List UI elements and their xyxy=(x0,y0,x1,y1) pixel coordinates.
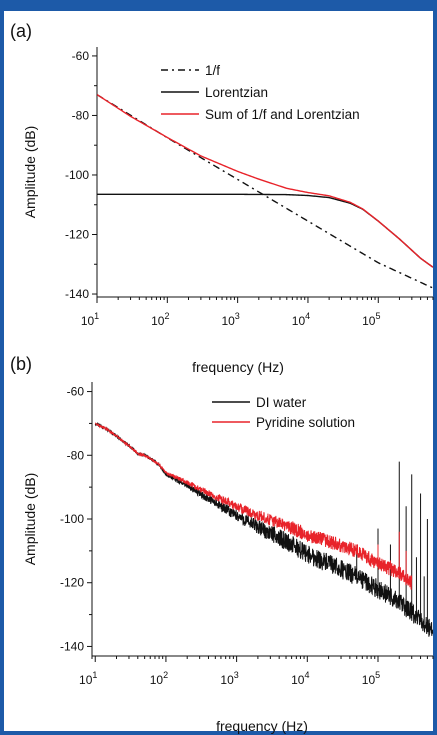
legend-label: Sum of 1/f and Lorentzian xyxy=(205,107,360,122)
x-tick-label: 101 xyxy=(81,311,99,328)
legend-label: 1/f xyxy=(205,63,220,78)
x-tick-base: 10 xyxy=(362,673,376,687)
y-tick-label: -140 xyxy=(60,639,84,653)
x-tick-base: 10 xyxy=(292,314,306,328)
x-tick-base: 10 xyxy=(150,673,164,687)
x-axis-label: frequency (Hz) xyxy=(192,359,284,375)
y-axis-label: Amplitude (dB) xyxy=(22,126,38,219)
x-tick-exponent: 2 xyxy=(163,670,168,680)
x-tick-base: 10 xyxy=(220,673,234,687)
x-tick-base: 10 xyxy=(362,314,376,328)
x-tick-label: 102 xyxy=(150,670,168,687)
y-tick-label: -60 xyxy=(72,49,90,63)
x-tick-label: 103 xyxy=(221,311,239,328)
x-tick-label: 101 xyxy=(79,670,97,687)
x-tick-base: 10 xyxy=(79,673,93,687)
lorentzian-line xyxy=(97,193,433,268)
x-axis-label: frequency (Hz) xyxy=(216,718,308,734)
x-tick-exponent: 5 xyxy=(375,311,380,321)
x-tick-exponent: 3 xyxy=(234,670,239,680)
x-tick-base: 10 xyxy=(81,314,95,328)
panel-label: (b) xyxy=(10,354,32,374)
legend-label: Pyridine solution xyxy=(256,415,355,430)
x-tick-exponent: 3 xyxy=(235,311,240,321)
y-tick-label: -140 xyxy=(65,287,89,301)
y-tick-label: -120 xyxy=(65,228,89,242)
y-tick-label: -60 xyxy=(67,385,85,399)
x-tick-exponent: 1 xyxy=(94,311,99,321)
x-tick-exponent: 2 xyxy=(164,311,169,321)
plot-area xyxy=(94,422,433,637)
x-tick-base: 10 xyxy=(221,314,235,328)
x-tick-label: 104 xyxy=(292,311,310,328)
x-tick-exponent: 4 xyxy=(304,670,309,680)
sum-of-1-f-and-lorentzian-line xyxy=(97,94,433,268)
x-tick-base: 10 xyxy=(151,314,165,328)
y-tick-label: -80 xyxy=(72,108,90,122)
1-f-line xyxy=(97,94,433,289)
y-axis-label: Amplitude (dB) xyxy=(22,473,38,566)
y-tick-label: -120 xyxy=(60,576,84,590)
x-tick-exponent: 5 xyxy=(375,670,380,680)
x-tick-label: 105 xyxy=(362,670,380,687)
x-tick-label: 105 xyxy=(362,311,380,328)
panel-label: (a) xyxy=(10,21,32,41)
x-tick-label: 104 xyxy=(291,670,309,687)
x-tick-base: 10 xyxy=(291,673,305,687)
x-tick-label: 102 xyxy=(151,311,169,328)
y-tick-label: -100 xyxy=(65,168,89,182)
legend-label: DI water xyxy=(256,395,307,410)
pyridine-solution-line xyxy=(95,422,413,590)
plot-area xyxy=(97,94,433,289)
x-tick-exponent: 1 xyxy=(92,670,97,680)
x-tick-exponent: 4 xyxy=(305,311,310,321)
legend-label: Lorentzian xyxy=(205,85,268,100)
header-strip xyxy=(4,4,437,11)
x-tick-label: 103 xyxy=(220,670,238,687)
y-tick-label: -80 xyxy=(67,448,85,462)
y-tick-label: -100 xyxy=(60,512,84,526)
